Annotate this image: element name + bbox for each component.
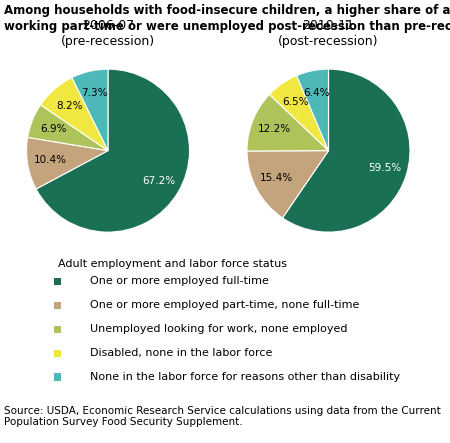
Wedge shape xyxy=(40,78,108,151)
Text: Adult employment and labor force status: Adult employment and labor force status xyxy=(58,259,288,269)
Wedge shape xyxy=(27,105,108,151)
Text: Unemployed looking for work, none employed: Unemployed looking for work, none employ… xyxy=(90,324,347,334)
Wedge shape xyxy=(297,69,328,151)
Text: 6.9%: 6.9% xyxy=(40,124,67,134)
Wedge shape xyxy=(270,76,328,151)
Text: 15.4%: 15.4% xyxy=(260,173,293,183)
Text: 7.3%: 7.3% xyxy=(81,89,108,98)
Text: One or more employed full-time: One or more employed full-time xyxy=(90,276,269,286)
Text: working part-time or were unemployed post-recession than pre-recession: working part-time or were unemployed pos… xyxy=(4,20,450,33)
Text: 59.5%: 59.5% xyxy=(368,163,401,173)
Text: 6.5%: 6.5% xyxy=(282,97,308,107)
Wedge shape xyxy=(27,137,108,189)
Text: Among households with food-insecure children, a higher share of adults were: Among households with food-insecure chil… xyxy=(4,4,450,17)
Wedge shape xyxy=(36,69,189,232)
Text: Disabled, none in the labor force: Disabled, none in the labor force xyxy=(90,348,272,358)
Text: 12.2%: 12.2% xyxy=(257,124,291,134)
Title: 2010-11
(post-recession): 2010-11 (post-recession) xyxy=(278,19,379,47)
Text: One or more employed part-time, none full-time: One or more employed part-time, none ful… xyxy=(90,300,360,310)
Text: 6.4%: 6.4% xyxy=(304,88,330,98)
Text: 67.2%: 67.2% xyxy=(142,176,175,186)
Wedge shape xyxy=(283,69,410,232)
Text: Source: USDA, Economic Research Service calculations using data from the Current: Source: USDA, Economic Research Service … xyxy=(4,406,441,427)
Title: 2006-07
(pre-recession): 2006-07 (pre-recession) xyxy=(61,19,155,47)
Wedge shape xyxy=(247,151,328,218)
Wedge shape xyxy=(247,94,328,151)
Wedge shape xyxy=(72,69,108,151)
Text: None in the labor force for reasons other than disability: None in the labor force for reasons othe… xyxy=(90,372,400,382)
Text: 10.4%: 10.4% xyxy=(34,155,67,165)
Text: 8.2%: 8.2% xyxy=(56,101,83,111)
